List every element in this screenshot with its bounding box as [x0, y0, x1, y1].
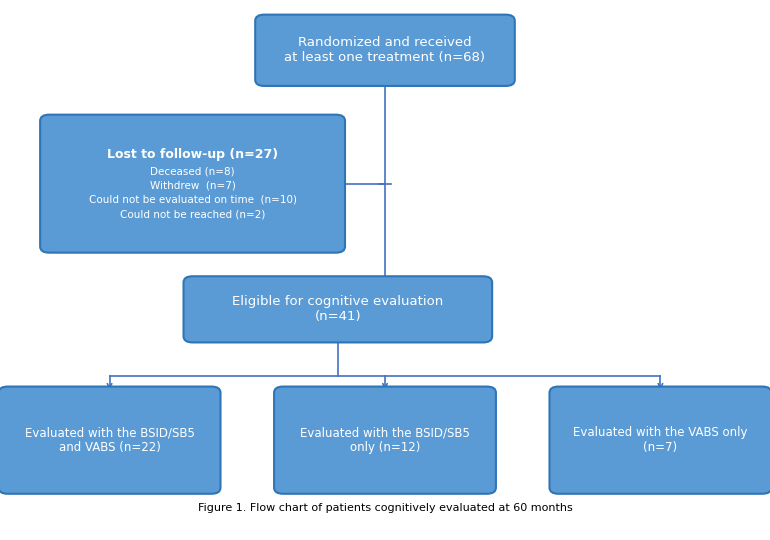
Text: Evaluated with the VABS only
(n=7): Evaluated with the VABS only (n=7) — [573, 426, 748, 454]
FancyBboxPatch shape — [255, 15, 515, 86]
Text: Lost to follow-up (n=27): Lost to follow-up (n=27) — [107, 148, 278, 161]
FancyBboxPatch shape — [40, 114, 345, 253]
Text: Randomized and received
at least one treatment (n=68): Randomized and received at least one tre… — [284, 36, 486, 64]
Text: Eligible for cognitive evaluation
(n=41): Eligible for cognitive evaluation (n=41) — [233, 295, 444, 323]
Text: Could not be evaluated on time  (n=10): Could not be evaluated on time (n=10) — [89, 195, 296, 205]
Text: Withdrew  (n=7): Withdrew (n=7) — [149, 180, 236, 191]
Text: Figure 1. Flow chart of patients cognitively evaluated at 60 months: Figure 1. Flow chart of patients cogniti… — [198, 503, 572, 513]
Text: Could not be reached (n=2): Could not be reached (n=2) — [120, 209, 265, 219]
FancyBboxPatch shape — [0, 387, 220, 494]
FancyBboxPatch shape — [550, 387, 770, 494]
Text: Deceased (n=8): Deceased (n=8) — [150, 166, 235, 176]
Text: Evaluated with the BSID/SB5
and VABS (n=22): Evaluated with the BSID/SB5 and VABS (n=… — [25, 426, 195, 454]
FancyBboxPatch shape — [274, 387, 496, 494]
Text: Evaluated with the BSID/SB5
only (n=12): Evaluated with the BSID/SB5 only (n=12) — [300, 426, 470, 454]
FancyBboxPatch shape — [183, 276, 492, 342]
